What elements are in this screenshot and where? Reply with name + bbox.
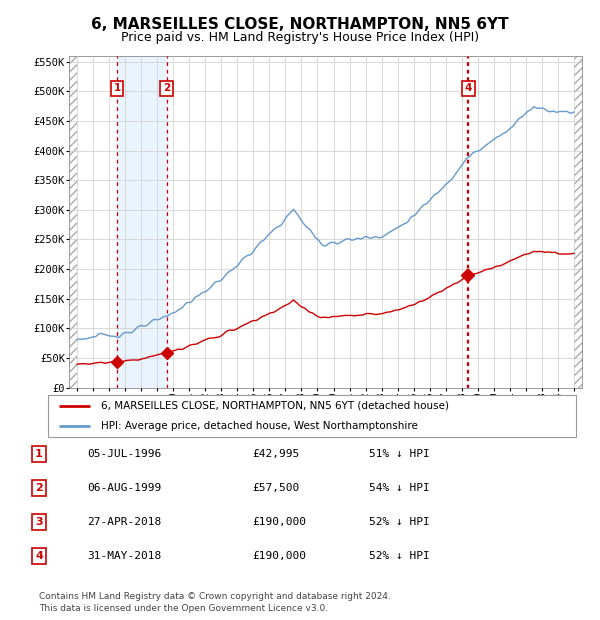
- Text: £57,500: £57,500: [252, 483, 299, 493]
- Text: 52% ↓ HPI: 52% ↓ HPI: [369, 517, 430, 527]
- Bar: [117, 56, 167, 388]
- Text: HPI: Average price, detached house, West Northamptonshire: HPI: Average price, detached house, West…: [101, 421, 418, 431]
- Text: 27-APR-2018: 27-APR-2018: [87, 517, 161, 527]
- Text: 1: 1: [35, 449, 43, 459]
- Text: £190,000: £190,000: [252, 517, 306, 527]
- Bar: [574, 56, 582, 388]
- Text: 52% ↓ HPI: 52% ↓ HPI: [369, 551, 430, 561]
- Text: 51% ↓ HPI: 51% ↓ HPI: [369, 449, 430, 459]
- Text: 06-AUG-1999: 06-AUG-1999: [87, 483, 161, 493]
- Text: £190,000: £190,000: [252, 551, 306, 561]
- Text: 4: 4: [464, 83, 472, 94]
- Text: 4: 4: [35, 551, 43, 561]
- Bar: [69, 56, 77, 388]
- Text: 54% ↓ HPI: 54% ↓ HPI: [369, 483, 430, 493]
- Text: 2: 2: [163, 83, 170, 94]
- Text: £42,995: £42,995: [252, 449, 299, 459]
- Text: Contains HM Land Registry data © Crown copyright and database right 2024.
This d: Contains HM Land Registry data © Crown c…: [39, 591, 391, 613]
- Text: 31-MAY-2018: 31-MAY-2018: [87, 551, 161, 561]
- Text: Price paid vs. HM Land Registry's House Price Index (HPI): Price paid vs. HM Land Registry's House …: [121, 31, 479, 44]
- Text: 6, MARSEILLES CLOSE, NORTHAMPTON, NN5 6YT: 6, MARSEILLES CLOSE, NORTHAMPTON, NN5 6Y…: [91, 17, 509, 32]
- Text: 2: 2: [35, 483, 43, 493]
- Text: 05-JUL-1996: 05-JUL-1996: [87, 449, 161, 459]
- Text: 6, MARSEILLES CLOSE, NORTHAMPTON, NN5 6YT (detached house): 6, MARSEILLES CLOSE, NORTHAMPTON, NN5 6Y…: [101, 401, 449, 411]
- Text: 3: 3: [35, 517, 43, 527]
- Text: 1: 1: [113, 83, 121, 94]
